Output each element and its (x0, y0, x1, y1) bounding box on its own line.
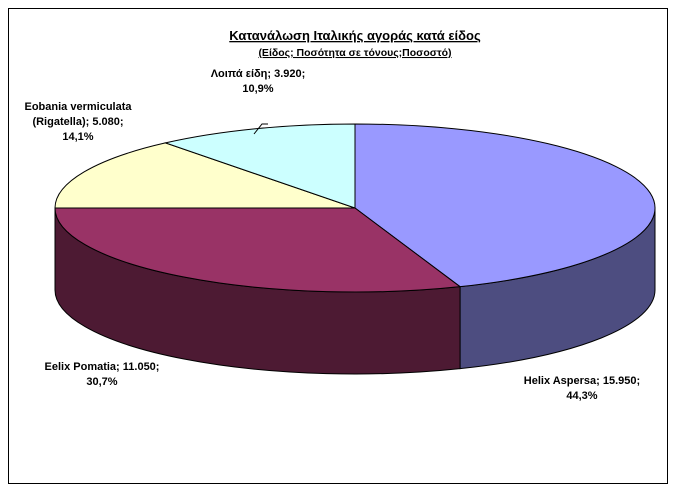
pie-slice- (163, 123, 356, 209)
pie-slice-eelix-pomatia (54, 207, 462, 293)
slices-layer (54, 123, 656, 375)
labels-layer: Helix Aspersa; 15.950; 44,3% Eelix Pomatia… (25, 68, 641, 402)
chart-subtitle: (Είδος; Ποσότητα σε τόνους;Ποσοστό) (258, 47, 451, 59)
data-label-helix-aspersa: Helix Aspersa; 15.950; 44,3% (524, 375, 640, 402)
leader-line (253, 123, 268, 135)
chart-title: Κατανάλωση Ιταλικής αγοράς κατά είδος (229, 28, 481, 43)
pie-slice-helix-aspersa (354, 123, 656, 288)
data-label-eobania-vermiculata-rigatella: Eobania vermiculata (Rigatella); 5.080; 14… (25, 101, 133, 143)
data-label-: Λοιπά είδη; 3.920; 10,9% (211, 68, 306, 95)
data-label-eelix-pomatia: Eelix Pomatia; 11.050; 30,7% (45, 361, 160, 388)
pie-slice-eobania-vermiculata-rigatella (54, 142, 356, 209)
